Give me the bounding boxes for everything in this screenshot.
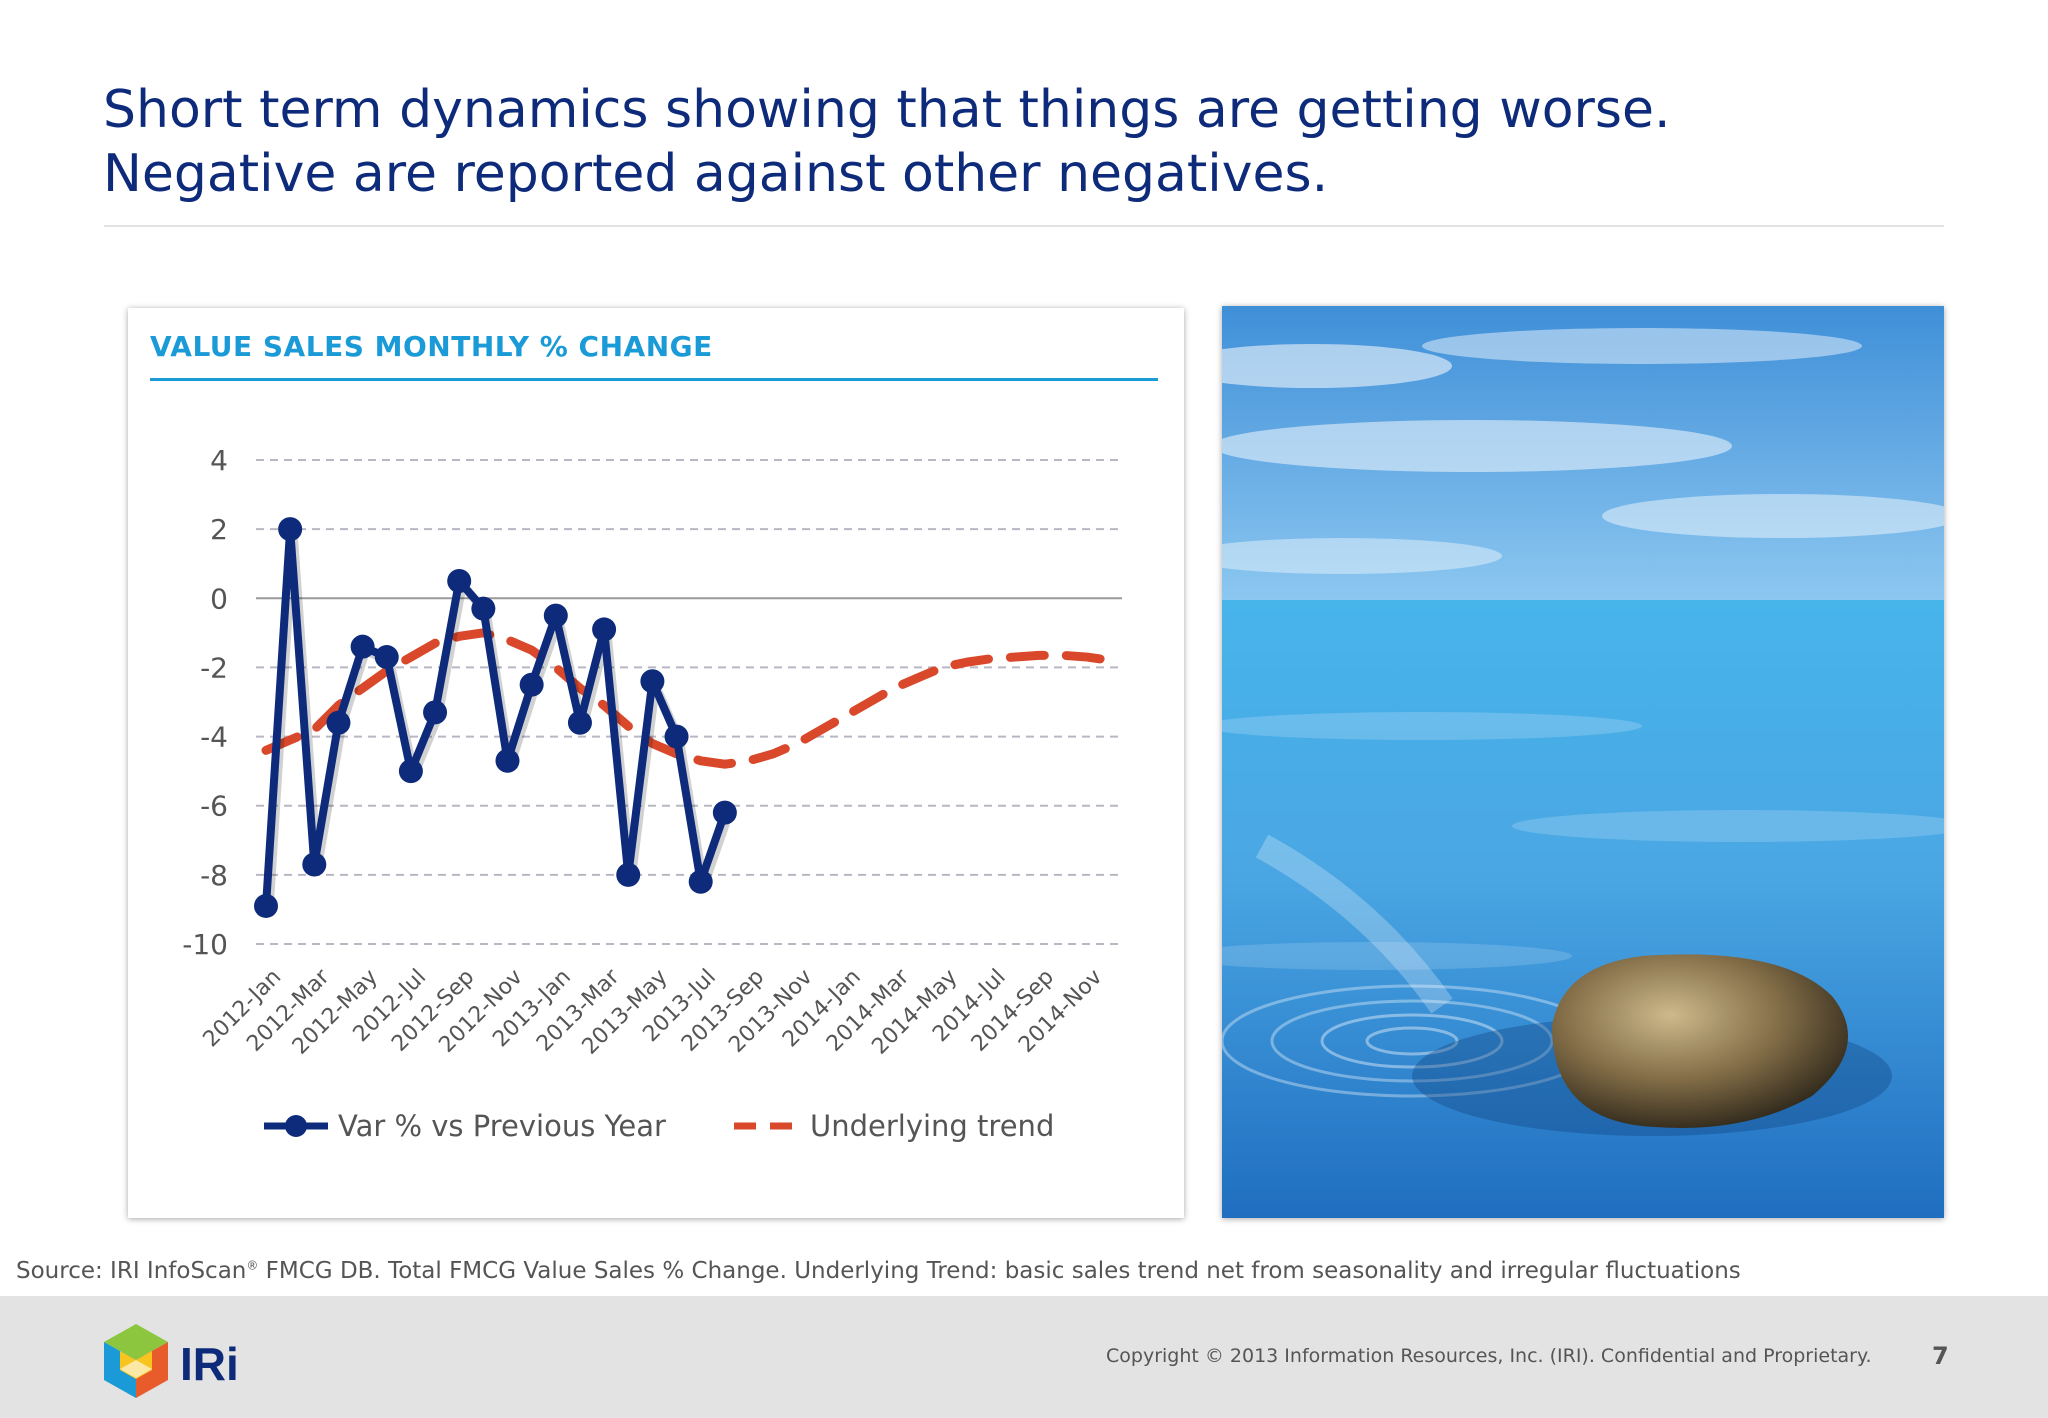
legend-trend-label: Underlying trend <box>810 1109 1054 1143</box>
var-point <box>302 852 327 877</box>
footer-bar <box>0 1296 2048 1418</box>
chart-heading: VALUE SALES MONTHLY % CHANGE <box>150 330 713 363</box>
var-point <box>326 710 351 735</box>
source-text-start: Source: IRI InfoScan <box>16 1258 247 1284</box>
page-number: 7 <box>1932 1342 1949 1370</box>
title-divider <box>104 225 1944 227</box>
y-tick-label: -8 <box>200 859 228 892</box>
y-tick-label: 2 <box>210 513 228 546</box>
var-point <box>712 800 737 825</box>
x-axis-ticks: 2012-Jan2012-Mar2012-May2012-Jul2012-Sep… <box>199 964 1108 1060</box>
var-point <box>616 862 641 887</box>
source-text-end: FMCG DB. Total FMCG Value Sales % Change… <box>258 1258 1741 1284</box>
iri-logo-text: IRi <box>180 1338 239 1390</box>
var-point <box>567 710 592 735</box>
y-tick-label: -6 <box>200 790 228 823</box>
underlying-trend-series <box>261 628 1116 769</box>
stone-on-water-image <box>1222 306 1944 1218</box>
slide-title: Short term dynamics showing that things … <box>103 78 1903 206</box>
var-point <box>374 645 399 670</box>
legend-var-label: Var % vs Previous Year <box>338 1109 666 1143</box>
chart-card: VALUE SALES MONTHLY % CHANGE 4 2 0 -2 -4 -6 -8… <box>128 308 1184 1218</box>
y-tick-label: 0 <box>210 582 228 615</box>
stone-on-water-photo <box>1222 306 1944 1218</box>
var-point <box>350 634 375 659</box>
var-point <box>688 869 713 894</box>
var-point <box>543 603 568 628</box>
var-point <box>519 672 544 697</box>
var-point <box>423 700 448 725</box>
y-tick-label: -2 <box>200 651 228 684</box>
y-tick-label: -4 <box>200 721 228 754</box>
var-line <box>262 525 729 907</box>
var-point <box>664 724 689 749</box>
iri-logo: IRi <box>104 1322 254 1408</box>
gridlines <box>256 459 1122 945</box>
y-axis-ticks: 4 2 0 -2 -4 -6 -8 -10 <box>182 444 228 961</box>
var-point <box>640 669 665 694</box>
var-vs-previous-year-series <box>254 517 737 918</box>
copyright-text: Copyright © 2013 Information Resources, … <box>1106 1345 1872 1367</box>
source-note: Source: IRI InfoScan® FMCG DB. Total FMC… <box>16 1258 1741 1284</box>
slide-title-line-1: Short term dynamics showing that things … <box>103 80 1671 140</box>
var-point <box>447 569 472 593</box>
line-chart: 4 2 0 -2 -4 -6 -8 -10 2012-Jan2012-Mar2012-May2… <box>182 444 1122 1143</box>
underlying-trend-line <box>261 628 1116 769</box>
var-point <box>254 893 278 918</box>
chart-heading-divider <box>150 378 1158 381</box>
y-tick-label: 4 <box>210 444 228 477</box>
slide-title-line-2: Negative are reported against other nega… <box>103 144 1329 204</box>
var-point <box>278 517 303 542</box>
chart-legend: Var % vs Previous Year Underlying trend <box>264 1109 1054 1143</box>
var-point <box>495 748 520 773</box>
y-tick-label: -10 <box>182 928 228 961</box>
registered-mark: ® <box>246 1258 259 1273</box>
legend-var-marker <box>285 1115 307 1137</box>
var-point <box>471 596 496 621</box>
var-point <box>592 617 617 642</box>
iri-logo-mark: IRi <box>104 1324 239 1398</box>
var-point <box>398 759 423 784</box>
